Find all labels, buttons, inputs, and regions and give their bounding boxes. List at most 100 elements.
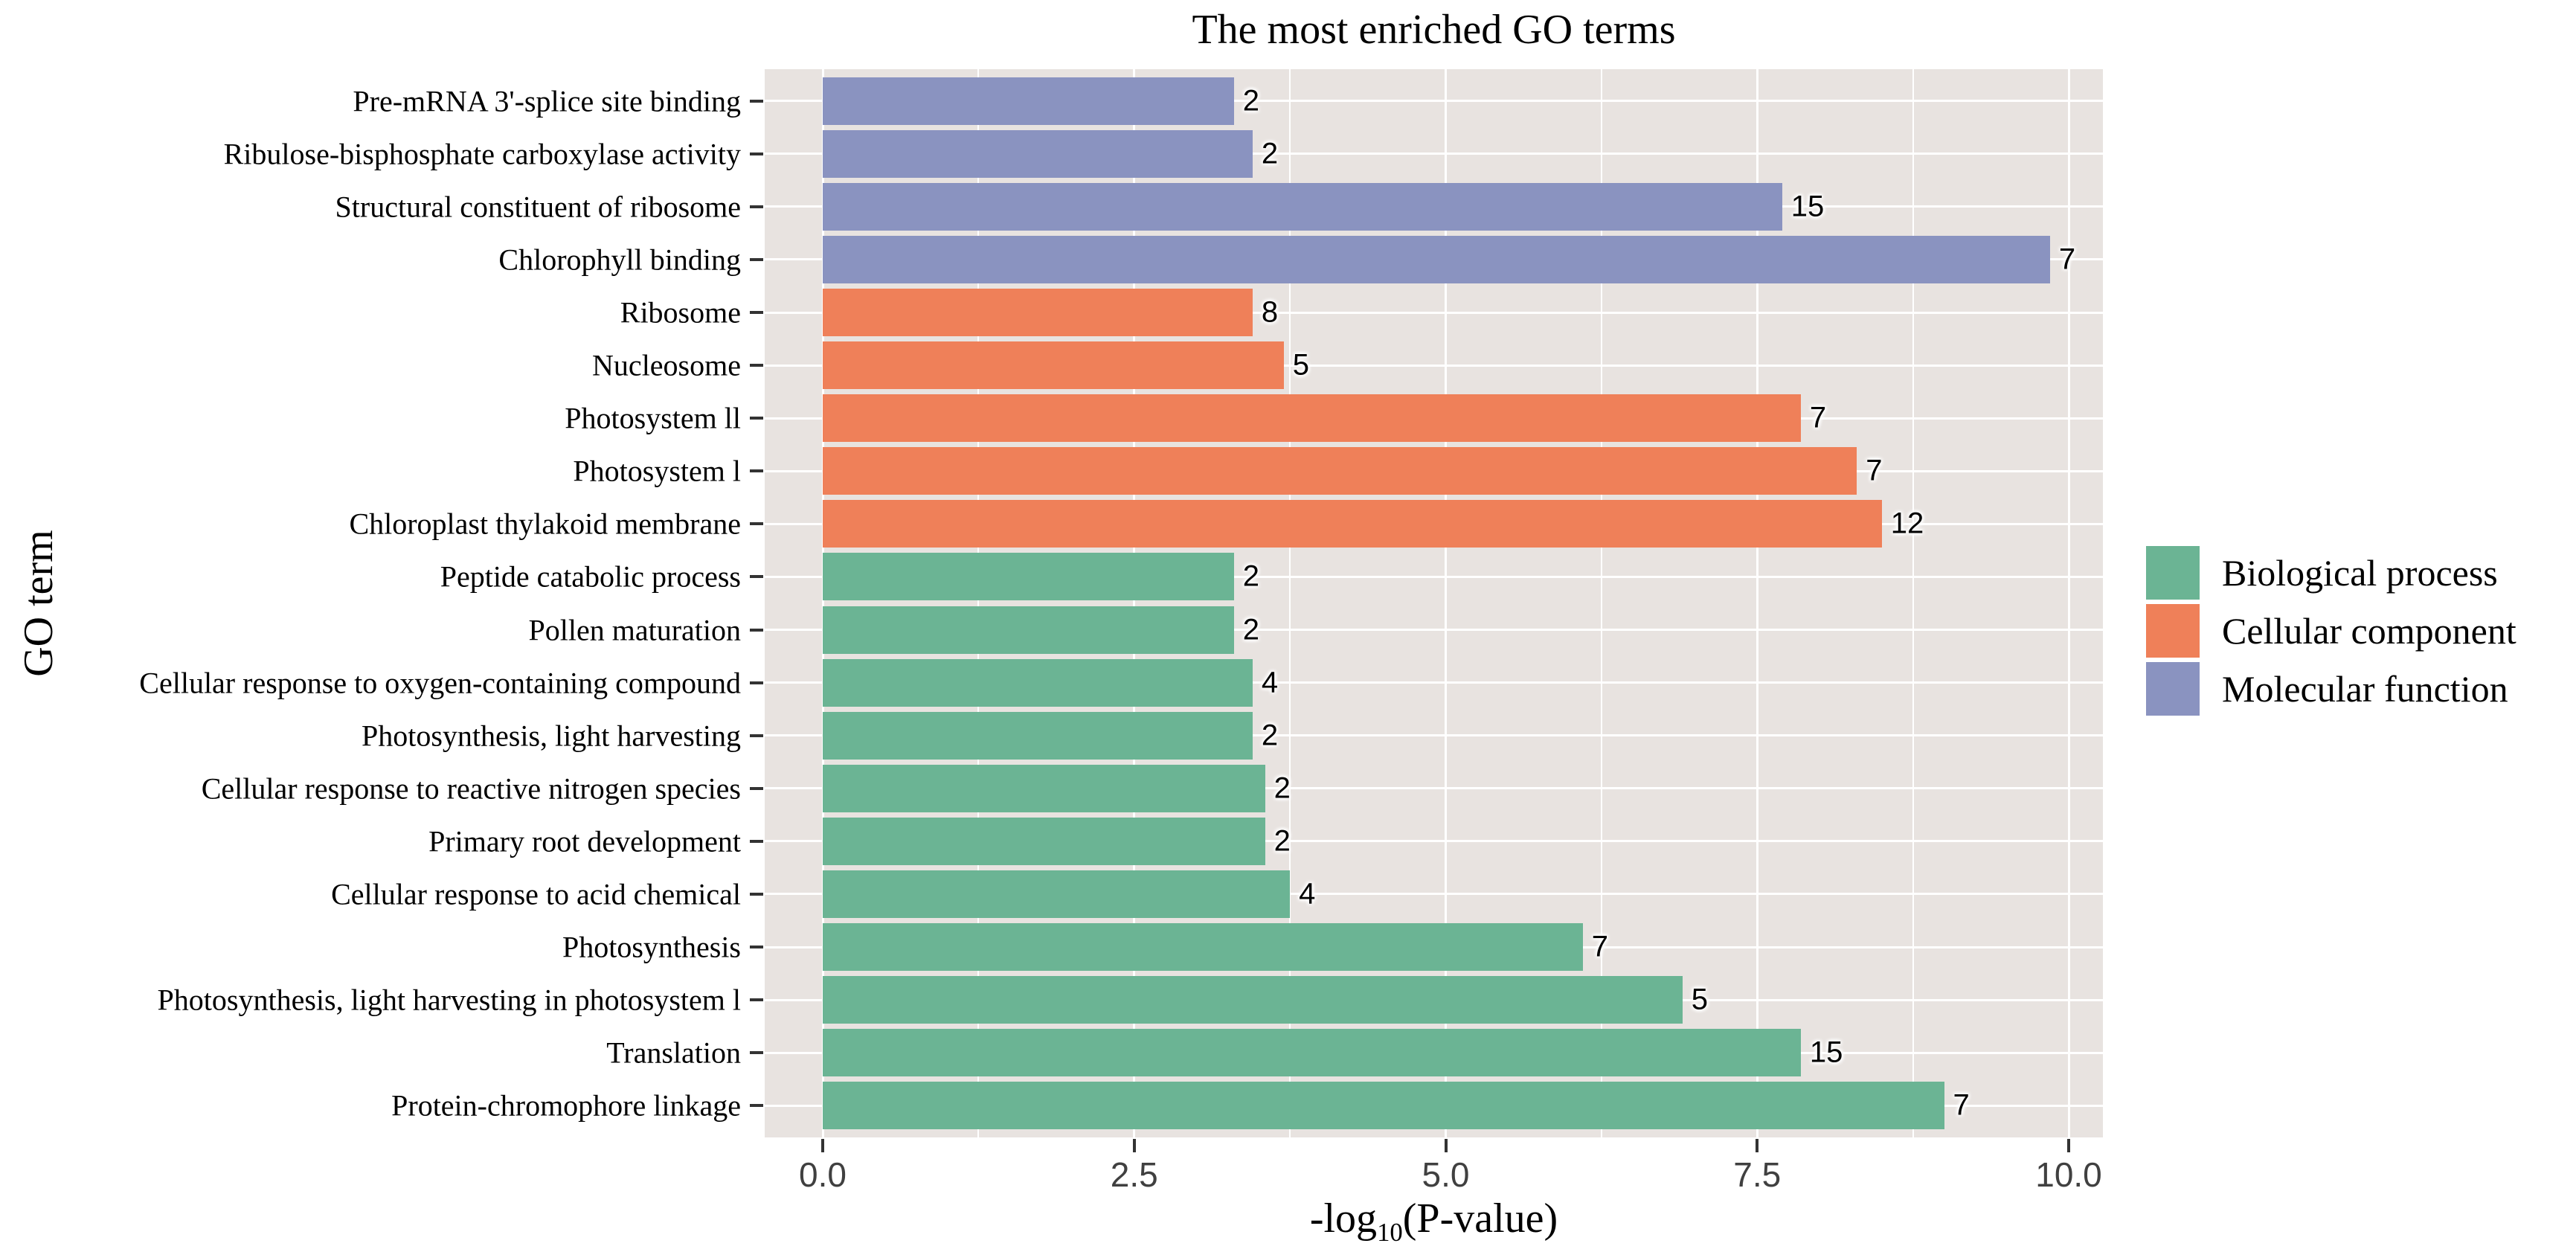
x-tick-label: 10.0 <box>2035 1155 2102 1194</box>
major-gridline-horizontal <box>765 153 2103 155</box>
bar-count-label: 15 <box>1790 190 1825 223</box>
y-tick-mark <box>750 892 763 896</box>
y-tick-label: Structural constituent of ribosome <box>335 190 741 224</box>
legend-swatch <box>2146 546 2200 600</box>
bar <box>823 341 1284 390</box>
y-tick-label: Ribosome <box>620 295 741 330</box>
legend-swatch <box>2146 662 2200 716</box>
bar-count-label: 7 <box>1591 930 1608 963</box>
bar-count-label: 5 <box>1292 348 1309 382</box>
x-tick-label: 0.0 <box>799 1155 847 1194</box>
x-axis-title: -log10(P-value) <box>765 1195 2103 1248</box>
major-gridline-horizontal <box>765 629 2103 632</box>
bar-count-label: 2 <box>1273 771 1291 805</box>
bar <box>823 711 1253 760</box>
y-tick-mark <box>750 733 763 737</box>
bar <box>823 447 1857 495</box>
y-tick-label: Primary root development <box>428 824 741 858</box>
y-tick-mark <box>750 681 763 684</box>
legend-label: Biological process <box>2222 552 2498 594</box>
y-tick-label: Chloroplast thylakoid membrane <box>349 507 741 541</box>
bar-count-label: 2 <box>1242 613 1259 646</box>
bar <box>823 553 1234 601</box>
x-tick-label: 5.0 <box>1422 1155 1470 1194</box>
y-tick-label: Photosystem ll <box>565 401 741 435</box>
y-tick-label: Protein-chromophore linkage <box>391 1088 741 1123</box>
y-tick-mark <box>750 575 763 579</box>
y-tick-label: Cellular response to oxygen-containing c… <box>139 666 741 700</box>
y-axis-tick-labels: Pre-mRNA 3'-splice site binding Ribulose-… <box>0 69 741 1137</box>
minor-gridline-vertical <box>1600 69 1602 1137</box>
bar <box>823 764 1265 812</box>
legend-item: Molecular function <box>2146 662 2516 716</box>
major-gridline-vertical <box>821 69 824 1137</box>
bar <box>823 500 1882 548</box>
bar-count-label: 8 <box>1261 295 1279 329</box>
major-gridline-horizontal <box>765 734 2103 737</box>
y-tick-mark <box>750 469 763 473</box>
y-tick-mark <box>750 99 763 103</box>
y-axis-tick-marks <box>750 69 763 1137</box>
y-tick-mark <box>750 628 763 632</box>
bar-count-label: 5 <box>1691 983 1708 1016</box>
major-gridline-vertical <box>1133 69 1136 1137</box>
major-gridline-vertical <box>1756 69 1758 1137</box>
bar-count-label: 7 <box>2058 243 2076 276</box>
legend-label: Molecular function <box>2222 668 2508 710</box>
bar <box>823 77 1234 125</box>
y-tick-label: Photosystem l <box>573 454 741 488</box>
y-tick-label: Photosynthesis <box>562 930 741 964</box>
major-gridline-horizontal <box>765 311 2103 314</box>
x-axis-tick-labels: 0.0 2.5 5.0 7.5 10.0 <box>765 1155 2103 1196</box>
y-tick-mark <box>750 311 763 314</box>
bar-count-label: 7 <box>1866 454 1883 487</box>
legend-swatch <box>2146 604 2200 658</box>
bar <box>823 606 1234 654</box>
bar <box>823 1029 1801 1077</box>
x-tick-mark <box>1132 1139 1136 1152</box>
y-tick-mark <box>750 417 763 420</box>
bar <box>823 289 1253 336</box>
y-tick-mark <box>750 946 763 949</box>
legend-item: Biological process <box>2146 546 2516 600</box>
y-tick-mark <box>750 522 763 526</box>
bar-count-label: 2 <box>1261 719 1279 752</box>
x-tick-label: 2.5 <box>1110 1155 1158 1194</box>
y-tick-mark <box>750 205 763 208</box>
bar <box>823 923 1583 972</box>
bar-count-label: 15 <box>1809 1036 1843 1069</box>
y-tick-mark <box>750 786 763 790</box>
x-tick-mark <box>821 1139 824 1152</box>
major-gridline-horizontal <box>765 575 2103 578</box>
x-axis-title-subscript: 10 <box>1377 1218 1403 1248</box>
bar <box>823 1082 1944 1130</box>
plot-panel: 2 2 15 7 8 5 7 7 12 2 2 4 2 2 2 4 7 5 15 7 <box>765 69 2103 1137</box>
y-tick-label: Photosynthesis, light harvesting in phot… <box>157 983 741 1017</box>
x-tick-label: 7.5 <box>1733 1155 1782 1194</box>
bar <box>823 394 1801 443</box>
minor-gridline-vertical <box>1912 69 1914 1137</box>
y-tick-label: Chlorophyll binding <box>498 243 741 277</box>
bar-count-label: 4 <box>1299 877 1316 911</box>
major-gridline-horizontal <box>765 100 2103 103</box>
bar <box>823 129 1253 178</box>
bar <box>823 658 1253 707</box>
major-gridline-vertical <box>1445 69 1447 1137</box>
bar <box>823 976 1683 1024</box>
legend-label: Cellular component <box>2222 610 2516 652</box>
x-axis-title-prefix: -log <box>1309 1195 1378 1242</box>
x-tick-mark <box>1444 1139 1448 1152</box>
bar-count-label: 7 <box>1809 401 1827 434</box>
major-gridline-horizontal <box>765 787 2103 790</box>
y-tick-mark <box>750 839 763 843</box>
y-tick-mark <box>750 152 763 155</box>
bar-count-label: 2 <box>1242 84 1259 118</box>
y-tick-label: Pre-mRNA 3'-splice site binding <box>353 84 741 118</box>
bar <box>823 817 1265 865</box>
legend-item: Cellular component <box>2146 604 2516 658</box>
y-tick-label: Peptide catabolic process <box>440 559 741 594</box>
y-tick-mark <box>750 998 763 1002</box>
y-tick-label: Cellular response to reactive nitrogen s… <box>201 771 741 806</box>
bar-count-label: 2 <box>1273 824 1291 858</box>
